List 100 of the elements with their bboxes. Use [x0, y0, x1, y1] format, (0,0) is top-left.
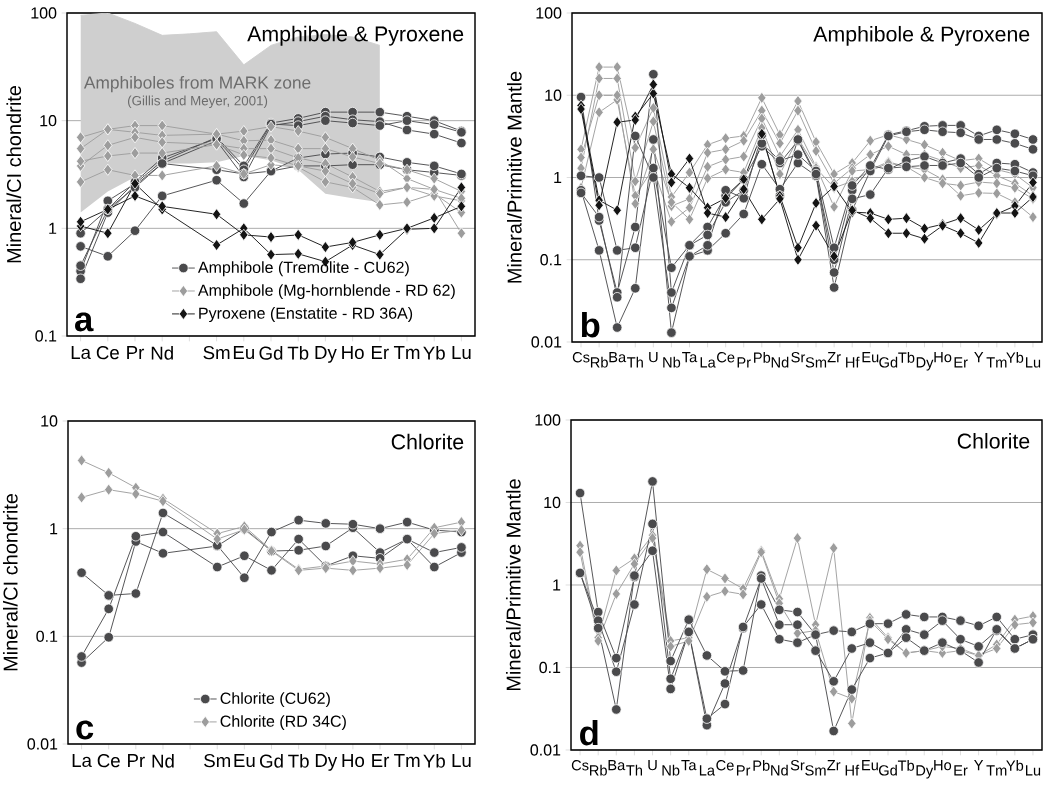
x-tick-label: Gd [259, 346, 283, 360]
x-tick-label: Yb [423, 346, 445, 360]
annotation: c [76, 720, 94, 740]
text: Amphibole & Pyroxene [813, 25, 1030, 46]
x-tick-label: Pr [737, 357, 751, 368]
x-tick-label: Yb [423, 754, 445, 768]
x-tick-label: Sr [791, 352, 806, 363]
x-tick-label: Y [974, 760, 984, 771]
x-tick-label: Nd [771, 764, 788, 776]
chart-title: Chlorite [391, 433, 464, 450]
x-tick-label: Tm [394, 754, 420, 767]
x-tick-label: Eu [234, 754, 255, 768]
x-tick-label: Tb [288, 754, 309, 768]
x-tick-label: Pb [754, 352, 771, 363]
y-tick-label: 0.1 [35, 330, 57, 342]
x-tick-label: Er [954, 357, 968, 368]
x-tick-label: Ta [681, 760, 697, 771]
x-tick-label: Ce [97, 754, 120, 768]
x-tick-label: Ho [934, 760, 952, 771]
x-tick-label: Gd [879, 356, 898, 368]
x-tick-label: Sm [805, 357, 827, 368]
y-tick-label: 1 [49, 222, 57, 234]
x-tick-label: Sm [805, 765, 826, 776]
y-tick-label: 1 [50, 523, 58, 535]
x-tick-label: Th [626, 764, 643, 776]
y-axis-title: Mineral/Primitive Mantle [506, 71, 522, 283]
x-tick-label: Sm [204, 754, 231, 768]
x-tick-label: Tb [897, 760, 915, 771]
y-tick-label: 0.1 [540, 254, 562, 266]
x-tick-label: Zr [827, 760, 841, 771]
y-tick-label: 0.01 [27, 738, 58, 750]
x-tick-label: Yb [1006, 760, 1024, 771]
x-tick-label: Nd [152, 754, 174, 768]
x-tick-label: Nb [662, 764, 680, 776]
x-tick-label: Gd [259, 754, 283, 768]
y-tick-label: 0.1 [539, 661, 561, 674]
x-tick-label: Tm [986, 765, 1007, 776]
x-tick-label: Eu [862, 760, 878, 771]
y-tick-label: 100 [536, 7, 562, 19]
x-tick-label: Nb [663, 356, 681, 368]
y-axis-title: Mineral/Primitive Mantle [505, 479, 521, 691]
x-tick-label: Eu [233, 346, 254, 360]
x-tick-label: Rb [590, 356, 608, 368]
x-tick-label: Sm [203, 346, 230, 360]
y-tick-label: 10 [41, 415, 58, 427]
x-tick-label: Dy [916, 357, 934, 371]
x-tick-label: La [700, 357, 716, 368]
x-tick-label: Tb [898, 352, 915, 363]
x-tick-label: Yb [1006, 352, 1024, 363]
x-tick-label: Lu [452, 754, 471, 768]
x-tick-label: Ce [96, 346, 119, 360]
chart-title: Chlorite [957, 432, 1030, 449]
x-tick-label: Ho [934, 352, 952, 363]
y-tick-label: 1 [554, 172, 562, 184]
text: Amphibole & Pyroxene [247, 25, 464, 46]
y-tick-label: 100 [31, 7, 57, 19]
annotation: b [581, 311, 600, 338]
y-tick-label: 0.01 [531, 336, 562, 348]
annotation: d [580, 719, 598, 746]
legend-label: Amphibole (Mg-hornblende - RD 62) [197, 284, 455, 300]
y-tick-label: 0.1 [36, 630, 58, 642]
x-tick-label: Er [372, 346, 389, 359]
x-tick-label: Ta [682, 352, 698, 363]
x-tick-label: La [72, 754, 92, 768]
y-axis-title: Mineral/CI chondrite [6, 85, 22, 263]
x-tick-label: U [649, 352, 658, 363]
x-tick-label: Nd [771, 356, 789, 368]
x-tick-label: Rb [590, 764, 607, 776]
x-tick-label: La [71, 346, 91, 360]
x-tick-label: Zr [827, 352, 841, 363]
x-tick-label: Dy [916, 765, 934, 779]
x-tick-label: Cs [571, 760, 589, 771]
x-tick-label: Eu [862, 352, 879, 363]
x-tick-label: Tm [393, 346, 420, 359]
x-tick-label: Lu [452, 346, 471, 360]
x-tick-label: Lu [1026, 357, 1041, 368]
x-tick-label: Ho [342, 754, 365, 768]
y-tick-label: 1 [553, 579, 561, 591]
x-tick-label: Pb [753, 760, 770, 771]
y-tick-label: 100 [535, 414, 561, 426]
x-tick-label: Er [954, 765, 968, 776]
x-tick-label: Ba [608, 760, 626, 771]
x-tick-label: Ba [609, 352, 627, 363]
annotation: a [75, 312, 94, 332]
legend-label: Amphibole (Tremolite - CU62) [197, 261, 409, 277]
x-tick-label: Lu [1026, 765, 1041, 776]
x-tick-label: Pr [736, 765, 751, 776]
x-tick-label: Tb [287, 346, 309, 360]
y-tick-label: 10 [545, 89, 562, 101]
x-tick-label: Er [372, 754, 390, 767]
y-tick-label: 10 [40, 115, 57, 127]
annotation: Amphiboles from MARK zone [83, 75, 311, 93]
legend-label: Chlorite (CU62) [220, 692, 330, 708]
x-tick-label: Pr [127, 346, 145, 359]
x-tick-label: Ce [716, 760, 734, 771]
x-tick-label: Ce [717, 352, 735, 363]
x-tick-label: Cs [572, 352, 590, 363]
y-tick-label: 10 [544, 496, 561, 509]
x-tick-label: Tm [986, 357, 1007, 368]
x-tick-label: Th [627, 356, 643, 368]
